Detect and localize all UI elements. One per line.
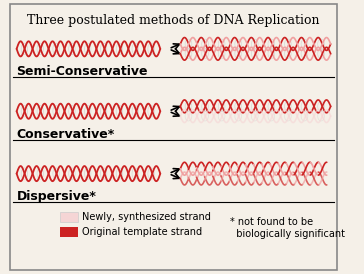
Text: Conservative*: Conservative* xyxy=(17,127,115,141)
Text: * not found to be
  biologically significant: * not found to be biologically significa… xyxy=(230,217,345,239)
Text: Dispersive*: Dispersive* xyxy=(17,190,96,203)
Text: Original template strand: Original template strand xyxy=(82,227,202,237)
FancyBboxPatch shape xyxy=(60,212,78,222)
FancyBboxPatch shape xyxy=(60,227,78,237)
Text: Newly, synthesized strand: Newly, synthesized strand xyxy=(82,212,211,222)
Text: Three postulated methods of DNA Replication: Three postulated methods of DNA Replicat… xyxy=(27,14,320,27)
Text: Semi-Conservative: Semi-Conservative xyxy=(17,65,148,78)
